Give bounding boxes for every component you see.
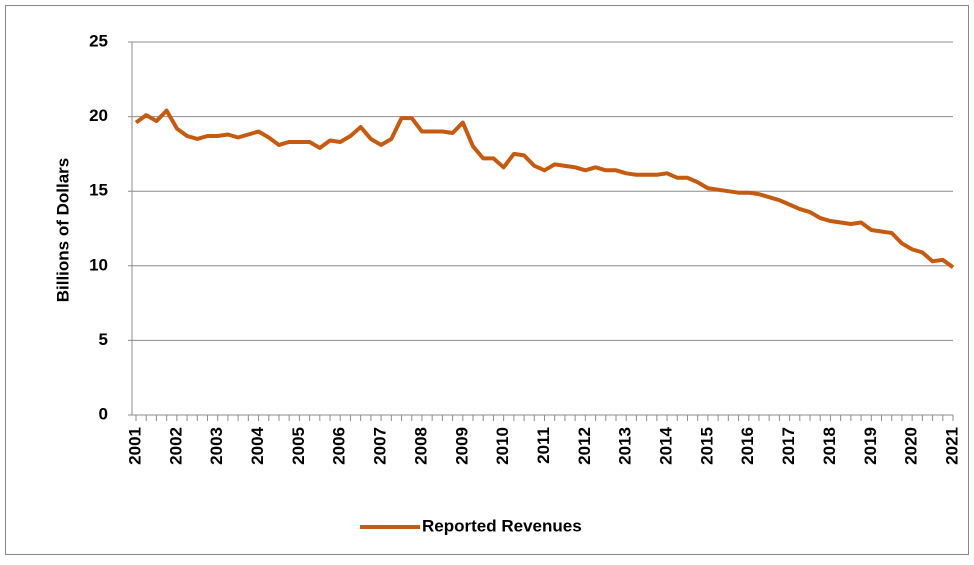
y-tick-label: 5: [99, 330, 108, 349]
legend-label: Reported Revenues: [422, 516, 582, 535]
x-tick-label: 2014: [657, 426, 676, 464]
data-line: [134, 108, 955, 269]
y-tick-label: 10: [89, 255, 108, 274]
x-tick-label: 2007: [371, 427, 390, 465]
x-tick-label: 2013: [616, 427, 635, 465]
x-tick-label: 2017: [779, 427, 798, 465]
x-tick-label: 2006: [330, 427, 349, 465]
x-tick-label: 2021: [942, 427, 961, 465]
x-tick-label: 2002: [166, 427, 185, 465]
y-tick-label: 15: [89, 181, 108, 200]
x-tick-label: 2016: [738, 427, 757, 465]
x-tick-label: 2015: [697, 427, 716, 465]
y-axis-label: Billions of Dollars: [53, 158, 72, 303]
chart-border: [5, 5, 969, 555]
x-tick-label: 2010: [493, 427, 512, 465]
x-tick-label: 2012: [575, 427, 594, 465]
x-tick-label: 2003: [207, 427, 226, 465]
x-tick-label: 2005: [289, 427, 308, 465]
x-tick-label: 2001: [125, 427, 144, 465]
x-tick-label: 2008: [411, 427, 430, 465]
y-tick-label: 25: [89, 31, 108, 50]
x-tick-label: 2011: [534, 427, 553, 464]
y-tick-label: 0: [99, 404, 108, 423]
x-tick-label: 2018: [820, 427, 839, 465]
x-tick-label: 2009: [452, 427, 471, 465]
x-tick-label: 2019: [861, 427, 880, 465]
x-tick-label: 2020: [902, 427, 921, 465]
y-tick-label: 20: [89, 106, 108, 125]
x-tick-label: 2004: [248, 426, 267, 464]
